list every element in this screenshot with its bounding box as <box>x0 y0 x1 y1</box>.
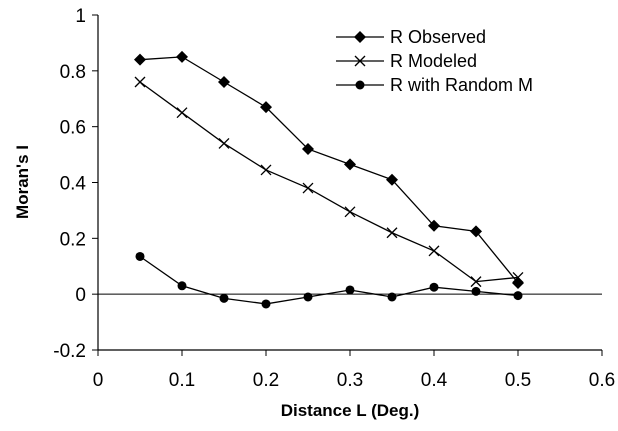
x-marker-stroke <box>512 271 524 283</box>
data-point <box>134 53 146 66</box>
data-point <box>135 251 145 261</box>
series-layer <box>134 50 524 309</box>
x-marker-stroke <box>260 164 272 176</box>
x-tick-label: 0 <box>93 370 104 391</box>
x-tick-label: 0.2 <box>253 370 279 391</box>
y-axis-title: Moran's I <box>13 145 32 219</box>
x-tick-label: 0.1 <box>169 370 195 391</box>
x-tick-label: 0.6 <box>589 370 615 391</box>
x-marker-stroke <box>134 76 146 88</box>
data-point <box>513 291 523 301</box>
y-tick-label: 0.4 <box>60 174 87 195</box>
data-point <box>386 227 398 239</box>
data-point <box>386 173 398 186</box>
legend-marker <box>354 55 366 67</box>
series-line <box>139 56 519 284</box>
data-point <box>176 50 188 63</box>
data-point <box>512 271 524 283</box>
legend: R Observed R Modeled R with Random M <box>336 27 533 95</box>
y-tick-label: 1 <box>75 6 86 27</box>
data-point <box>218 76 230 88</box>
x-tick-label: 0.3 <box>337 370 363 391</box>
legend-marker <box>355 80 365 90</box>
series-line <box>139 81 519 283</box>
x-marker-stroke <box>218 137 230 149</box>
data-point <box>177 281 187 291</box>
data-point <box>428 219 440 232</box>
data-point <box>470 225 482 238</box>
data-point <box>176 107 188 119</box>
data-point <box>260 101 272 114</box>
y-tick-label: 0.2 <box>60 229 86 250</box>
x-marker-stroke <box>470 276 482 288</box>
data-point <box>303 292 313 302</box>
data-point <box>302 143 314 155</box>
plot-area <box>97 15 602 351</box>
axis-ticks: -0.2 0 0.2 0.4 0.6 0.8 1 0 0.1 0.2 0.3 0.4 0.5 0.6 <box>53 6 615 391</box>
x-tick-label: 0.4 <box>421 370 448 391</box>
legend-label: R Modeled <box>390 51 477 71</box>
x-tick-label: 0.5 <box>505 370 531 391</box>
data-point <box>260 164 272 176</box>
data-point <box>470 276 482 288</box>
data-point <box>219 293 229 303</box>
data-point <box>387 292 397 302</box>
data-point <box>428 245 440 257</box>
x-marker-stroke <box>176 107 188 119</box>
data-point <box>218 137 230 149</box>
y-tick-label: 0 <box>75 285 86 306</box>
x-marker-stroke <box>302 182 314 194</box>
data-point <box>345 285 355 295</box>
legend-label: R Observed <box>390 27 486 47</box>
series-r-with-random-m <box>135 251 523 309</box>
data-point <box>344 206 356 218</box>
series-r-observed <box>134 50 524 289</box>
x-marker-stroke <box>386 227 398 239</box>
data-point <box>429 282 439 292</box>
legend-label: R with Random M <box>390 75 533 95</box>
legend-item: R Observed <box>336 27 486 47</box>
data-point <box>302 182 314 194</box>
data-point <box>134 76 146 88</box>
series-r-modeled <box>134 76 524 288</box>
data-point <box>261 299 271 309</box>
y-tick-label: -0.2 <box>53 341 86 362</box>
x-marker-stroke <box>344 206 356 218</box>
data-point <box>471 286 481 296</box>
series-line <box>139 255 519 305</box>
y-tick-label: 0.6 <box>60 118 86 139</box>
legend-marker <box>354 31 366 43</box>
legend-item: R Modeled <box>336 51 477 71</box>
x-marker-stroke <box>428 245 440 257</box>
y-tick-label: 0.8 <box>60 62 86 83</box>
legend-item: R with Random M <box>336 75 533 95</box>
x-axis-title: Distance L (Deg.) <box>281 401 420 420</box>
data-point <box>344 158 356 171</box>
x-marker-stroke <box>354 55 366 67</box>
